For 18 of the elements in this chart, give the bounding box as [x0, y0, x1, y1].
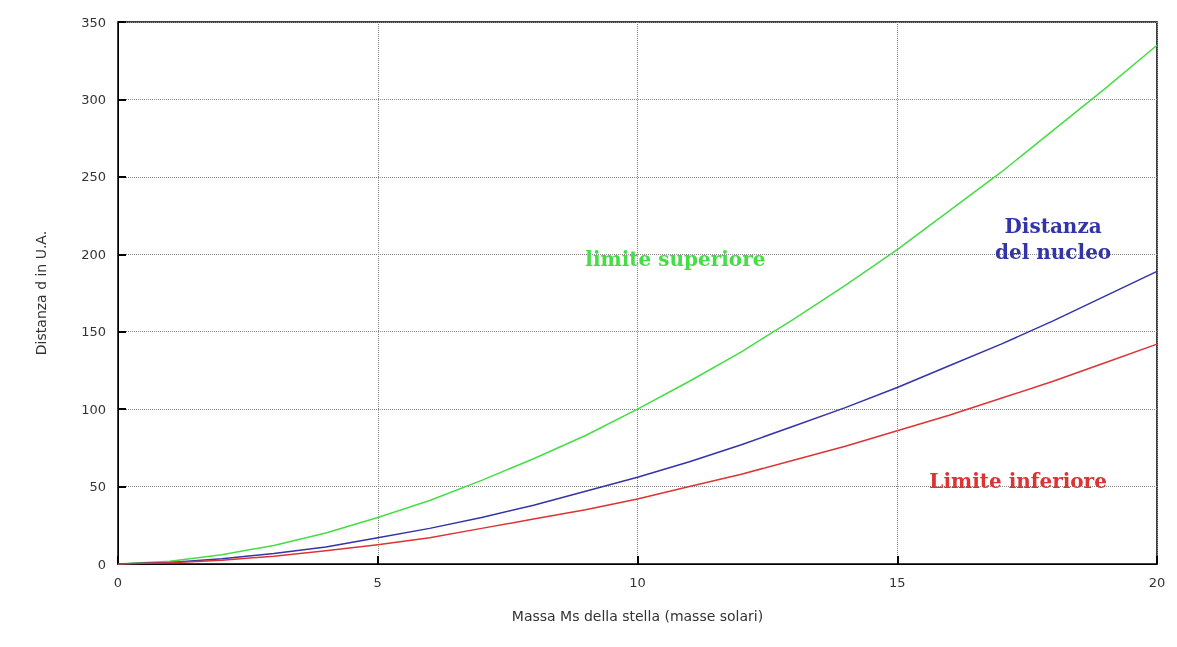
y-tick-label: 250	[81, 169, 106, 185]
x-tick-label: 5	[373, 575, 382, 590]
y-tick-label: 300	[81, 91, 106, 107]
x-axis-title: Massa Ms della stella (masse solari)	[511, 608, 764, 624]
series-label: Distanza del nucleo	[995, 213, 1112, 264]
x-tick-label: 10	[629, 575, 646, 590]
y-axis-title: Distanza d in U.A.	[33, 230, 49, 356]
y-tick-label: 50	[89, 479, 106, 495]
y-tick-label: 0	[97, 556, 106, 572]
y-tick-label: 100	[81, 401, 106, 417]
x-tick-label: 15	[888, 575, 906, 590]
x-tick-label: 20	[1148, 575, 1166, 590]
x-tick-label: 0	[113, 575, 123, 590]
text: limite superiore	[585, 247, 766, 272]
y-tick-label: 200	[81, 246, 106, 262]
y-tick-label: 150	[81, 324, 106, 340]
y-tick-label: 350	[81, 14, 106, 30]
text: Limite inferiore	[929, 469, 1107, 494]
